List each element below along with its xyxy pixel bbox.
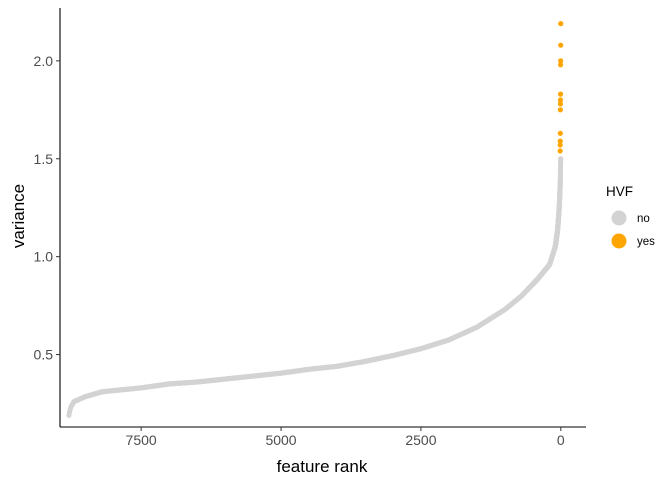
point-yes xyxy=(557,148,563,154)
x-axis-title: feature rank xyxy=(277,457,368,476)
legend-label-yes: yes xyxy=(637,236,655,248)
point-yes xyxy=(557,138,563,144)
point-no xyxy=(558,156,564,162)
x-tick-label: 5000 xyxy=(265,432,296,448)
point-yes xyxy=(557,91,564,97)
y-axis-title: variance xyxy=(9,184,28,248)
y-tick-label: 0.5 xyxy=(34,347,54,363)
x-tick-label: 2500 xyxy=(405,432,436,448)
y-tick-label: 2.0 xyxy=(34,53,54,69)
point-yes xyxy=(557,97,564,103)
y-tick-label: 1.5 xyxy=(34,151,54,167)
point-yes xyxy=(557,107,563,113)
point-yes xyxy=(557,142,563,148)
x-tick-label: 0 xyxy=(557,432,565,448)
legend: HVF no yes xyxy=(606,184,655,249)
legend-title: HVF xyxy=(606,184,633,199)
point-yes xyxy=(558,21,564,27)
x-axis-ticks: 7500 5000 2500 0 xyxy=(126,427,565,448)
y-tick-label: 1.0 xyxy=(34,249,54,265)
points-no-series xyxy=(66,156,564,418)
legend-key-yes xyxy=(611,233,627,249)
legend-key-no xyxy=(611,210,627,226)
point-yes xyxy=(557,130,563,136)
point-yes xyxy=(557,101,564,107)
x-tick-label: 7500 xyxy=(126,432,157,448)
point-yes xyxy=(558,58,564,64)
point-yes xyxy=(558,42,564,48)
points-yes-series xyxy=(557,21,564,154)
legend-label-no: no xyxy=(637,213,650,225)
point-yes xyxy=(558,62,564,68)
y-axis-ticks: 0.5 1.0 1.5 2.0 xyxy=(34,53,60,363)
